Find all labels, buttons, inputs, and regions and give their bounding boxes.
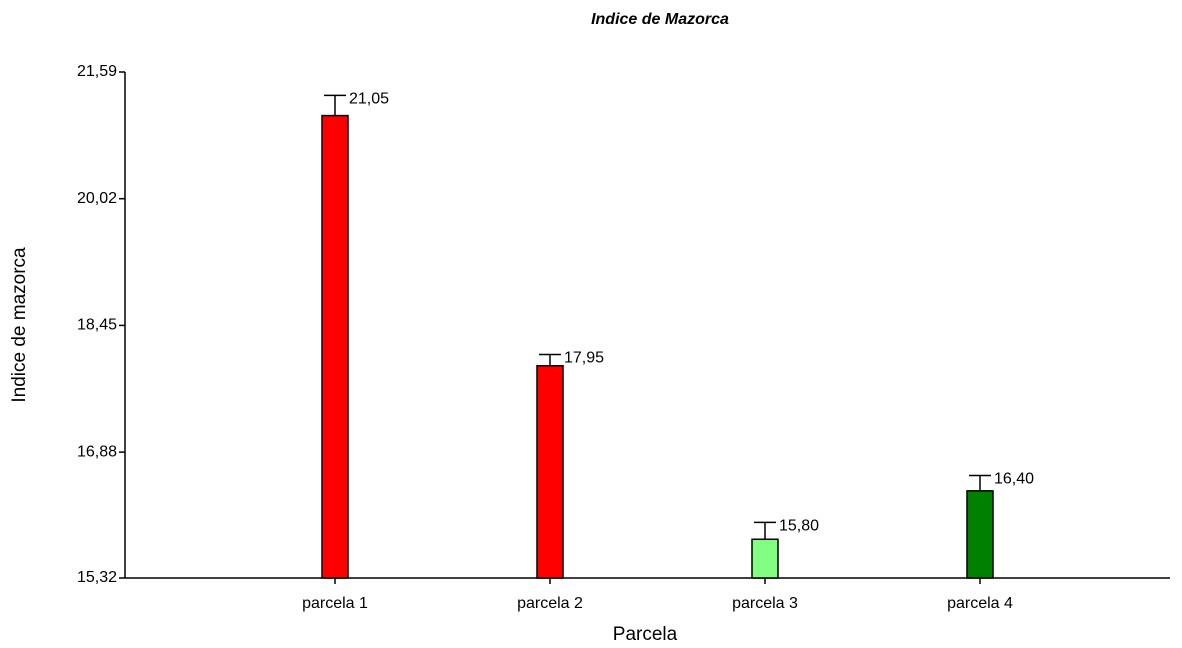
bar (321, 114, 349, 579)
x-tick-label: parcela 2 (517, 595, 583, 612)
data-label: 17,95 (564, 350, 604, 367)
x-tick-label: parcela 4 (947, 595, 1013, 612)
x-tick-label: parcela 1 (302, 595, 368, 612)
bar (751, 538, 779, 579)
y-tick-label: 21,59 (77, 63, 117, 80)
bar (536, 365, 564, 579)
chart-title: Indice de Mazorca (591, 11, 729, 28)
y-tick-label: 15,32 (77, 569, 117, 586)
y-axis-label: Indice de mazorca (9, 247, 30, 403)
y-tick-label: 20,02 (77, 190, 117, 207)
y-tick-label: 18,45 (77, 317, 117, 334)
bar (966, 490, 994, 579)
data-label: 15,80 (779, 518, 819, 535)
data-label: 16,40 (994, 471, 1034, 488)
data-label: 21,05 (349, 91, 389, 108)
x-axis-label: Parcela (613, 624, 678, 645)
x-tick-label: parcela 3 (732, 595, 798, 612)
y-tick-label: 16,88 (77, 443, 117, 460)
